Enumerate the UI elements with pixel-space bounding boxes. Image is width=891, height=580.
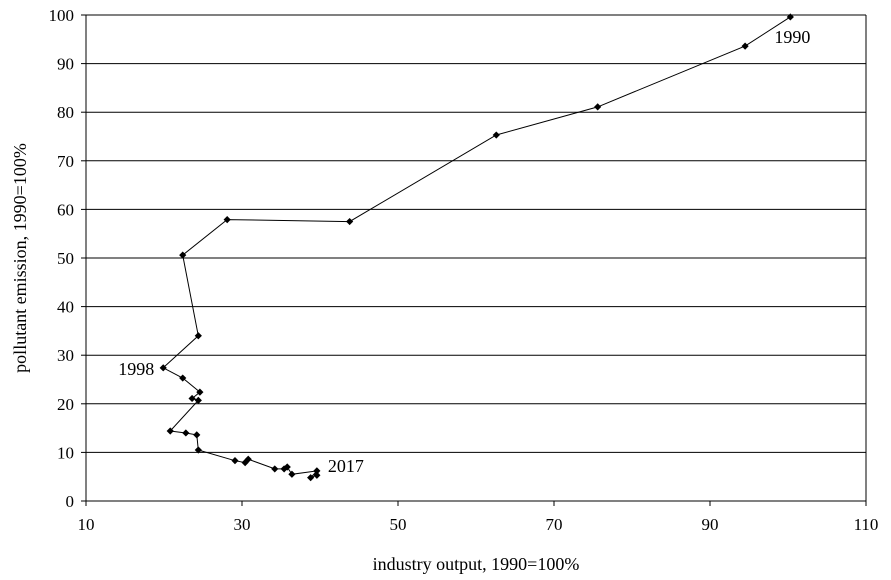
x-tick-label: 70	[546, 515, 563, 534]
data-point	[492, 131, 500, 139]
data-point	[244, 455, 252, 463]
y-tick-label: 100	[49, 6, 75, 25]
x-tick-label: 90	[702, 515, 719, 534]
data-point	[194, 332, 202, 340]
annotations: 1990 1998 2017	[118, 27, 810, 476]
data-point	[182, 429, 190, 437]
data-point	[194, 446, 202, 454]
y-tick-label: 30	[57, 346, 74, 365]
y-tick-label: 60	[57, 200, 74, 219]
y-tick-label: 50	[57, 249, 74, 268]
data-point	[159, 364, 167, 372]
x-tick-label: 30	[234, 515, 251, 534]
x-tick-label: 10	[78, 515, 95, 534]
data-series	[159, 13, 794, 482]
data-point	[594, 103, 602, 111]
annotation-label: 1990	[774, 27, 810, 47]
data-point	[194, 396, 202, 404]
annotation-label: 1998	[118, 359, 154, 379]
grid-lines	[86, 14, 867, 501]
data-point	[231, 457, 239, 465]
data-point	[179, 251, 187, 259]
data-point	[313, 471, 321, 479]
x-axis-title: industry output, 1990=100%	[373, 554, 580, 574]
data-point	[188, 394, 196, 403]
annotation-label: 2017	[328, 456, 364, 476]
y-tick-label: 20	[57, 395, 74, 414]
y-tick-label: 10	[57, 443, 74, 462]
y-tick-labels: 0 10 20 30 40 50 60 70 80 90 100	[49, 6, 75, 511]
data-point	[346, 217, 354, 226]
x-tick-label: 110	[854, 515, 879, 534]
y-axis-title: pollutant emission, 1990=100%	[10, 143, 30, 373]
data-point	[193, 431, 201, 439]
x-tick-labels: 10 30 50 70 90 110	[78, 515, 879, 534]
data-point	[196, 388, 204, 396]
y-tick-label: 70	[57, 152, 74, 171]
data-point	[741, 42, 749, 50]
y-tick-label: 40	[57, 298, 74, 317]
data-point	[313, 467, 321, 475]
axes	[81, 14, 867, 506]
y-tick-label: 80	[57, 103, 74, 122]
y-tick-label: 0	[66, 492, 75, 511]
x-tick-label: 50	[390, 515, 407, 534]
data-point	[307, 474, 315, 482]
data-point	[283, 463, 291, 471]
data-point	[786, 13, 794, 21]
y-tick-label: 90	[57, 55, 74, 74]
data-point	[223, 216, 231, 224]
data-point	[271, 465, 279, 473]
data-point	[179, 374, 187, 382]
data-point	[288, 470, 296, 478]
data-point	[166, 427, 174, 435]
